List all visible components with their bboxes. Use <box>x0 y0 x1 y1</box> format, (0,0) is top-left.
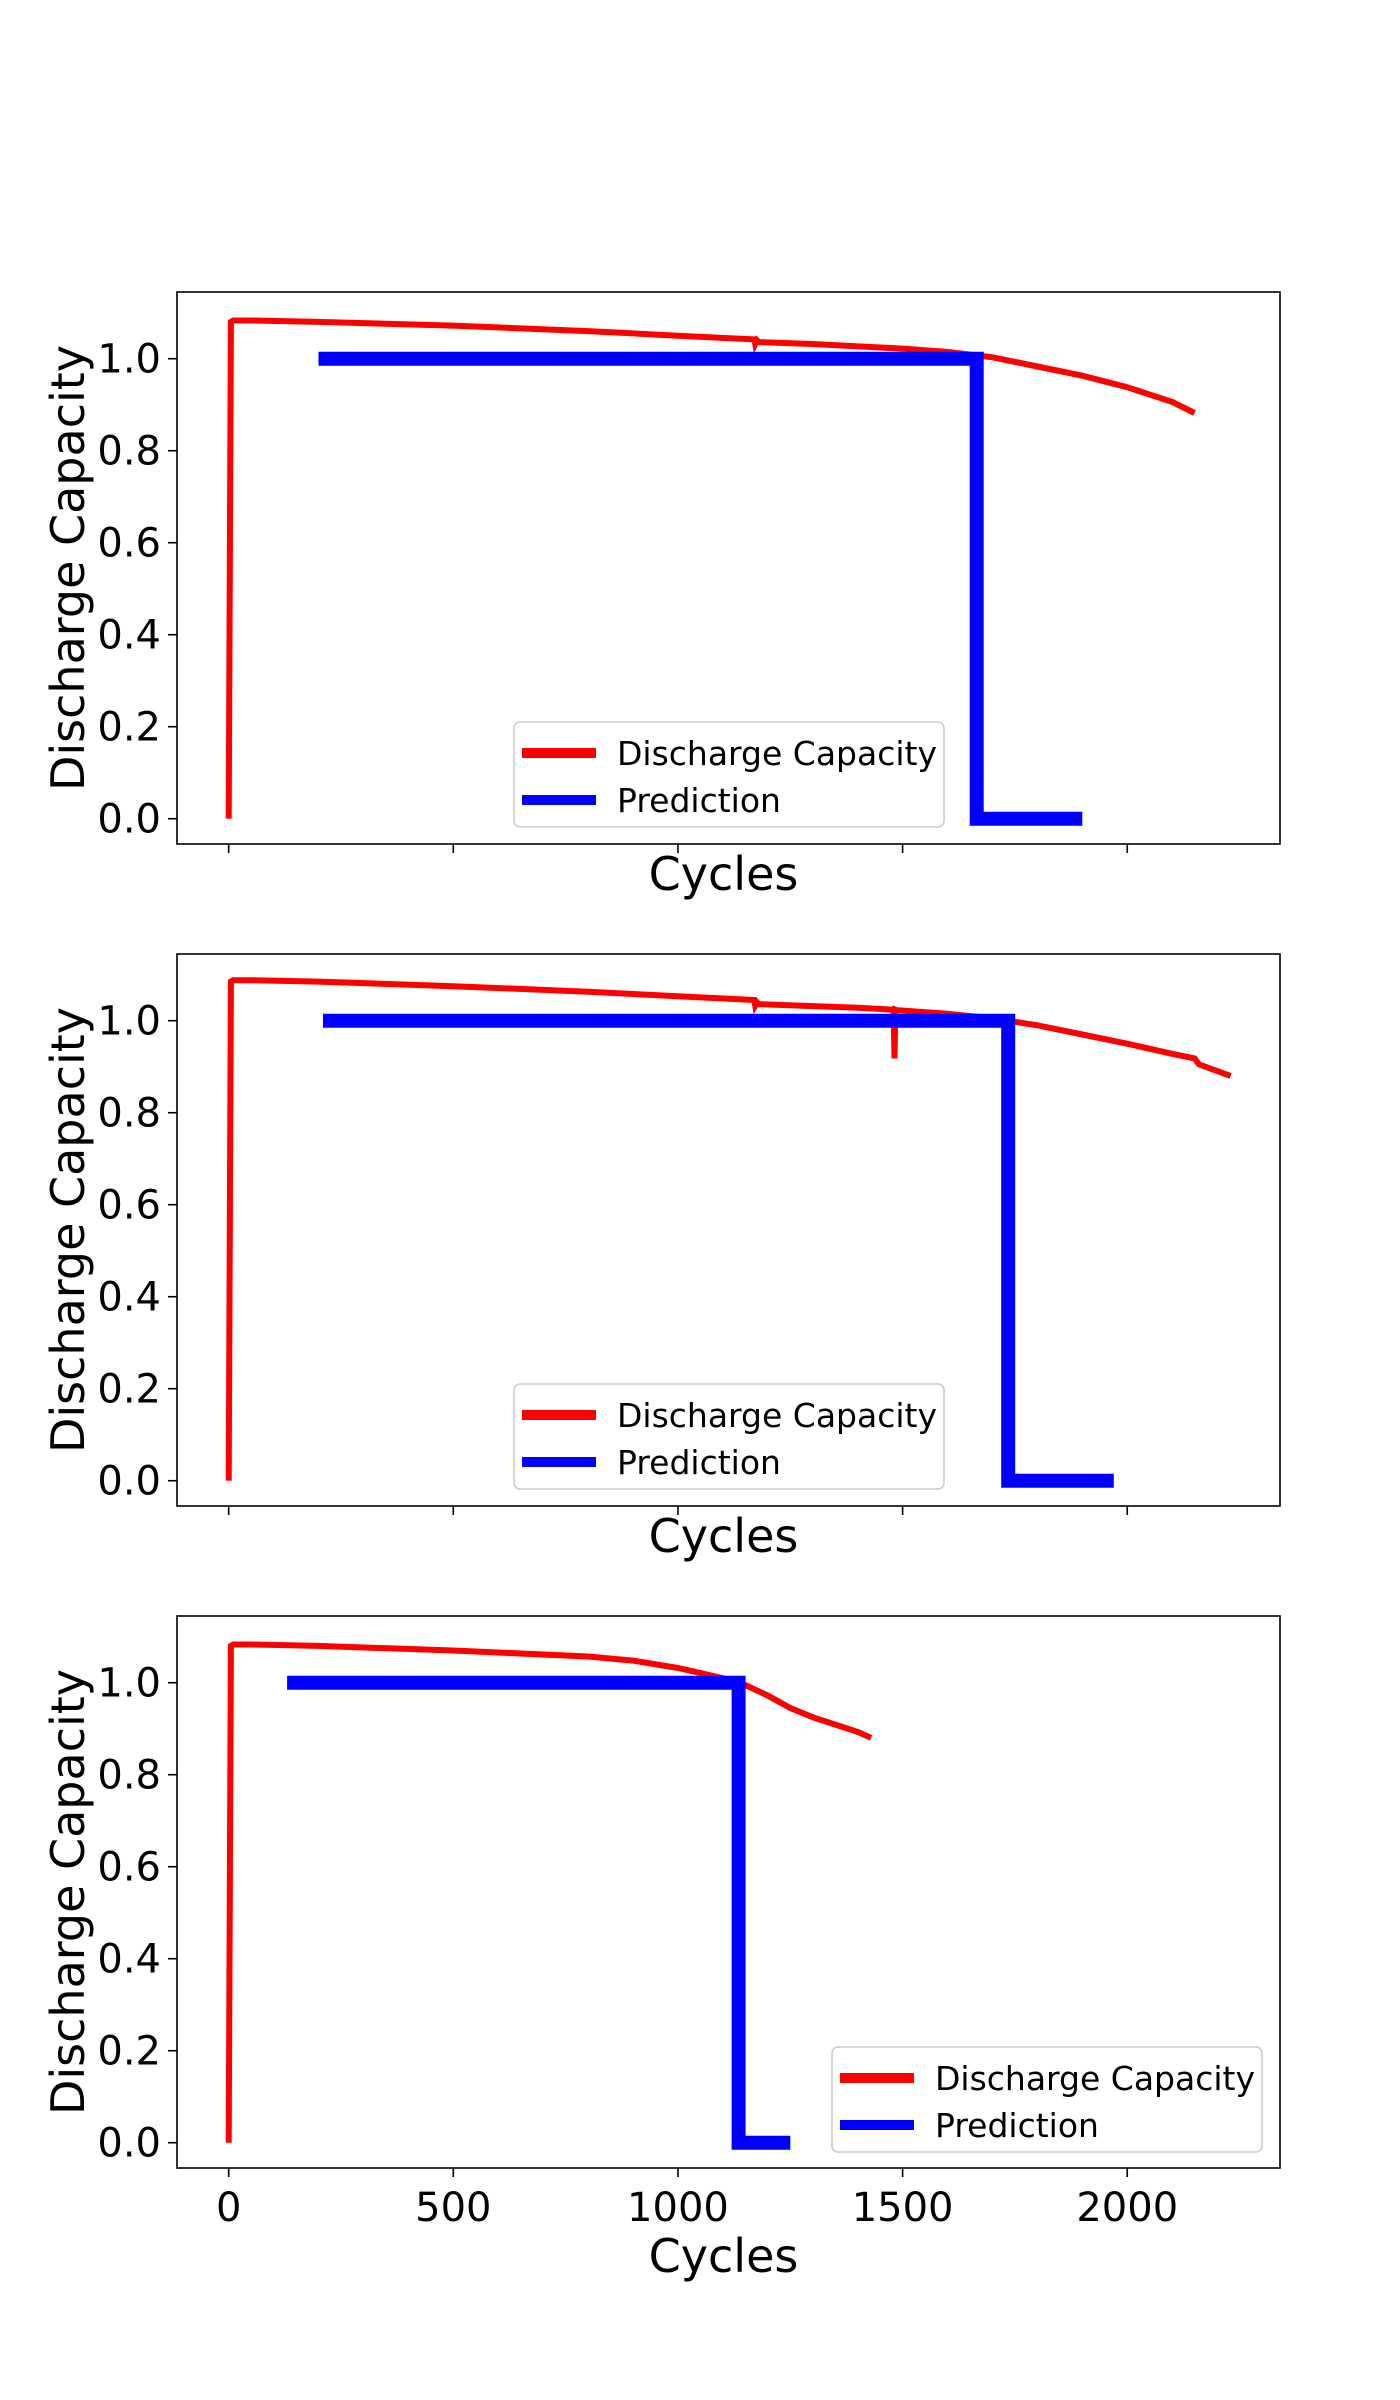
legend-label: Prediction <box>617 1443 781 1482</box>
x-tick-label: 500 <box>415 2185 491 2231</box>
series-line-prediction <box>323 1013 1114 1488</box>
legend-frame <box>513 721 945 828</box>
series-line-prediction <box>318 351 1083 826</box>
legend-frame <box>513 1383 945 1490</box>
plot-area-frame <box>176 1615 1281 2169</box>
y-axis-title: Discharge Capacity <box>41 1007 95 1453</box>
x-tick-label: 1500 <box>852 2185 954 2231</box>
y-tick-label: 0.8 <box>97 1753 161 1799</box>
y-tick-label: 0.4 <box>97 1937 161 1983</box>
legend-label: Prediction <box>935 2106 1099 2145</box>
legend-label: Discharge Capacity <box>617 734 937 773</box>
plot-area-frame <box>176 291 1281 845</box>
subplot-1: 0.0 0.2 0.4 0.6 0.8 1.0 Cycles Discharge Capaci… <box>41 291 1281 901</box>
y-tick-label: 1.0 <box>97 999 161 1045</box>
legend-label: Discharge Capacity <box>935 2059 1255 2098</box>
legend-label: Discharge Capacity <box>617 1396 937 1435</box>
y-axis-title: Discharge Capacity <box>41 345 95 791</box>
series-line-prediction <box>287 1675 791 2150</box>
plot-area-frame <box>176 953 1281 1507</box>
y-tick-label: 0.6 <box>97 1845 161 1891</box>
series-line-discharge-capacity <box>225 977 1232 1481</box>
y-tick-label: 0.8 <box>97 1091 161 1137</box>
subplot-2: 0.0 0.2 0.4 0.6 0.8 1.0 Cycles Discharge Capaci… <box>41 953 1281 1563</box>
legend: Discharge Capacity Prediction <box>513 721 945 828</box>
y-axis-title: Discharge Capacity <box>41 1669 95 2115</box>
y-tick-label: 0.0 <box>97 797 161 843</box>
y-tick-label: 0.2 <box>97 1367 161 1413</box>
y-tick-label: 0.8 <box>97 429 161 475</box>
subplot-3: 0 500 1000 1500 2000 0.0 0.2 0.4 0.6 0.8 1.0 Cycles… <box>41 1615 1281 2283</box>
y-tick-label: 0.4 <box>97 613 161 659</box>
x-tick-label: 0 <box>216 2185 241 2231</box>
y-tick-label: 0.0 <box>97 2121 161 2167</box>
y-tick-label: 0.0 <box>97 1459 161 1505</box>
y-tick-label: 0.6 <box>97 521 161 567</box>
x-tick-label: 1000 <box>627 2185 729 2231</box>
x-axis-title: Cycles <box>649 2229 799 2283</box>
legend: Discharge Capacity Prediction <box>831 2046 1263 2153</box>
y-tick-label: 0.2 <box>97 705 161 751</box>
y-tick-label: 1.0 <box>97 1661 161 1707</box>
x-tick-label: 2000 <box>1076 2185 1178 2231</box>
series-line-discharge-capacity <box>225 317 1196 819</box>
series-line-discharge-capacity <box>225 1641 873 2143</box>
x-axis-title: Cycles <box>649 1509 799 1563</box>
legend-label: Prediction <box>617 781 781 820</box>
y-tick-label: 0.2 <box>97 2029 161 2075</box>
subplots: 0.0 0.2 0.4 0.6 0.8 1.0 Cycles Discharge Capaci… <box>41 291 1281 2283</box>
y-tick-label: 0.4 <box>97 1275 161 1321</box>
x-axis-title: Cycles <box>649 847 799 901</box>
legend-frame <box>831 2046 1263 2153</box>
y-tick-label: 0.6 <box>97 1183 161 1229</box>
legend: Discharge Capacity Prediction <box>513 1383 945 1490</box>
y-tick-label: 1.0 <box>97 337 161 383</box>
